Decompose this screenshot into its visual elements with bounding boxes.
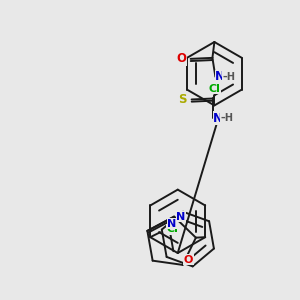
Text: O: O <box>184 255 193 265</box>
Text: Cl: Cl <box>208 84 220 94</box>
Text: Cl: Cl <box>166 224 178 234</box>
Text: N: N <box>167 219 177 229</box>
Text: –H: –H <box>223 72 236 82</box>
Text: –H: –H <box>221 113 234 123</box>
Text: S: S <box>178 93 187 106</box>
Text: O: O <box>177 52 187 65</box>
Text: N: N <box>215 70 225 83</box>
Text: N: N <box>176 212 186 222</box>
Text: N: N <box>213 112 224 125</box>
